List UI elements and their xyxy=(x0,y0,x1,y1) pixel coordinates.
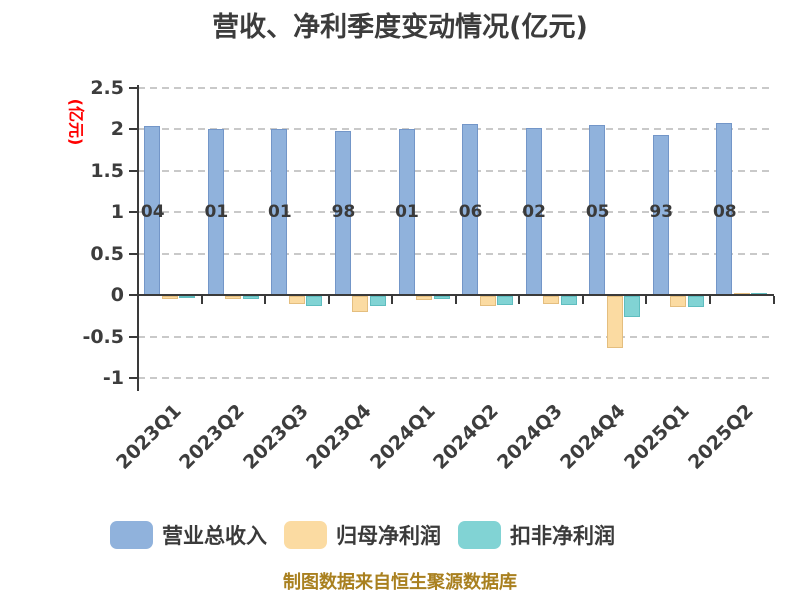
data-source-note: 制图数据来自恒生聚源数据库 xyxy=(283,572,517,593)
x-axis-tick xyxy=(391,296,394,305)
bar-归母净利润-2023Q1 xyxy=(161,296,178,300)
y-axis-tick xyxy=(129,376,137,379)
x-axis-tick xyxy=(264,296,267,305)
bar-归母净利润-2024Q3 xyxy=(543,296,560,304)
bar-value-label-2023Q1: 04 xyxy=(140,202,165,223)
bar-value-label-2023Q4: 98 xyxy=(331,202,356,223)
x-axis-label-2024Q2: 2024Q2 xyxy=(429,400,504,474)
bar-value-label-2025Q2: 08 xyxy=(712,202,737,223)
y-axis-label-2.5: 2.5 xyxy=(90,77,124,99)
y-axis-label--1: -1 xyxy=(102,366,124,389)
bar-归母净利润-2025Q1 xyxy=(670,296,687,307)
bar-归母净利润-2023Q2 xyxy=(225,296,242,299)
legend-label-total-revenue: 营业总收入 xyxy=(162,524,267,548)
bar-value-label-2023Q3: 01 xyxy=(268,202,292,223)
x-axis-label-2024Q1: 2024Q1 xyxy=(365,400,440,474)
gridline--1 xyxy=(138,376,774,379)
y-axis-line xyxy=(136,85,139,391)
bar-扣非净利润-2024Q4 xyxy=(624,296,641,317)
y-axis-label-1.5: 1.5 xyxy=(90,159,124,182)
bar-value-label-2025Q1: 93 xyxy=(649,202,674,223)
x-axis-label-2023Q4: 2023Q4 xyxy=(302,400,377,474)
y-axis-tick xyxy=(129,128,137,131)
legend: 营业总收入 归母净利润 扣非净利润 xyxy=(110,520,615,550)
y-axis-tick xyxy=(129,294,137,297)
x-axis-tick xyxy=(454,296,457,305)
legend-item-total-revenue: 营业总收入 xyxy=(110,520,267,550)
bar-扣非净利润-2023Q1 xyxy=(179,296,196,299)
legend-swatch-total-revenue xyxy=(110,521,153,549)
y-axis-tick xyxy=(129,211,137,214)
bar-扣非净利润-2024Q1 xyxy=(433,296,450,300)
bar-扣非净利润-2024Q3 xyxy=(560,296,577,306)
gridline--0.5 xyxy=(138,335,774,338)
y-axis-tick xyxy=(129,335,137,338)
bar-value-label-2023Q2: 01 xyxy=(204,202,229,223)
chart-title: 营收、净利季度变动情况(亿元) xyxy=(212,12,588,43)
x-axis-label-2025Q1: 2025Q1 xyxy=(620,400,694,474)
x-axis-tick xyxy=(137,296,139,305)
x-axis-label-2025Q2: 2025Q2 xyxy=(683,400,758,474)
legend-item-net-profit: 归母净利润 xyxy=(284,520,441,550)
legend-label-net-profit: 归母净利润 xyxy=(336,524,441,548)
x-axis-tick xyxy=(200,296,203,305)
x-axis-tick xyxy=(645,296,648,305)
bar-归母净利润-2024Q1 xyxy=(416,296,433,301)
x-axis-tick xyxy=(772,296,775,305)
gridline-0.5 xyxy=(138,252,774,255)
y-axis-label-2: 2 xyxy=(110,118,124,141)
bar-value-label-2024Q1: 01 xyxy=(395,202,419,223)
gridline-2.5 xyxy=(138,87,774,89)
gridline-1.5 xyxy=(138,169,774,172)
gridline-1 xyxy=(138,211,774,214)
y-axis-label-0: 0 xyxy=(110,284,124,307)
bar-扣非净利润-2025Q1 xyxy=(687,296,704,307)
y-axis-label-0.5: 0.5 xyxy=(90,242,124,265)
bar-归母净利润-2023Q3 xyxy=(288,296,305,305)
bar-value-label-2024Q3: 02 xyxy=(522,202,546,223)
bar-扣非净利润-2023Q3 xyxy=(306,296,323,307)
y-axis-tick xyxy=(129,87,137,89)
legend-label-non-gaap-profit: 扣非净利润 xyxy=(510,524,615,548)
bar-扣非净利润-2024Q2 xyxy=(497,296,514,306)
gridline-2 xyxy=(138,128,774,131)
bar-扣非净利润-2023Q2 xyxy=(242,296,259,299)
bar-归母净利润-2024Q4 xyxy=(606,296,623,349)
x-axis-label-2024Q3: 2024Q3 xyxy=(492,400,567,474)
x-axis-tick xyxy=(518,296,521,305)
legend-swatch-net-profit xyxy=(284,521,327,549)
bar-归母净利润-2024Q2 xyxy=(479,296,496,307)
bar-扣非净利润-2023Q4 xyxy=(369,296,386,307)
bar-value-label-2024Q4: 05 xyxy=(585,202,610,223)
x-axis-label-2023Q1: 2023Q1 xyxy=(111,400,186,474)
x-axis-tick xyxy=(709,296,712,305)
y-axis-label--0.5: -0.5 xyxy=(82,325,124,348)
x-axis-line xyxy=(138,294,774,297)
y-axis-tick xyxy=(129,169,137,172)
bar-归母净利润-2023Q4 xyxy=(352,296,369,312)
y-axis-tick xyxy=(129,252,137,255)
x-axis-tick xyxy=(581,296,584,305)
legend-swatch-non-gaap-profit xyxy=(458,521,501,549)
x-axis-label-2023Q2: 2023Q2 xyxy=(175,400,249,474)
x-axis-label-2024Q4: 2024Q4 xyxy=(556,400,631,474)
x-axis-label-2023Q3: 2023Q3 xyxy=(238,400,313,474)
bar-value-label-2024Q2: 06 xyxy=(458,202,483,223)
y-axis-label-1: 1 xyxy=(110,201,124,224)
x-axis-tick xyxy=(327,296,330,305)
legend-item-non-gaap-profit: 扣非净利润 xyxy=(458,520,615,550)
